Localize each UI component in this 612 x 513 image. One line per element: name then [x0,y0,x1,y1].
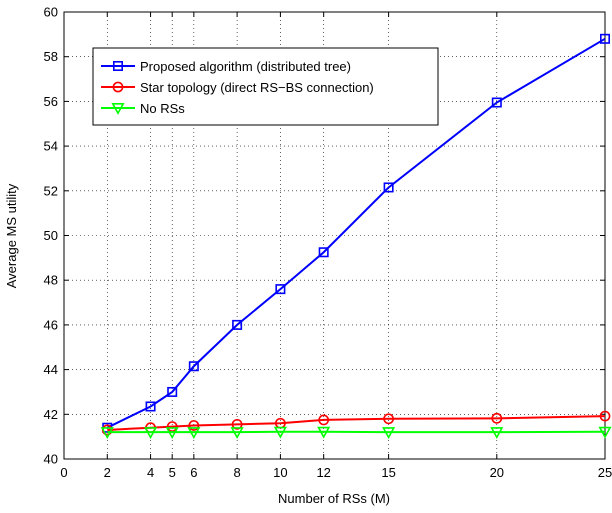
legend-item-star: Star topology (direct RS−BS connection) [101,80,374,95]
series-line-star [107,415,606,431]
series-line-proposed [106,37,606,429]
data-point-proposed [275,284,286,295]
legend-item-no-rss: No RSs [101,101,185,116]
x-tick-label: 12 [316,465,330,480]
data-point-no-rss [273,426,287,439]
y-axis-title: Average MS utility [4,183,19,288]
legend-symbol-no-rss [101,103,135,115]
data-point-proposed [145,401,156,412]
data-point-no-rss [490,427,504,440]
data-point-no-rss [317,426,331,439]
x-tick-label: 15 [381,465,395,480]
legend-marker-no-rss [111,103,125,115]
x-tick-label: 20 [490,465,504,480]
data-point-star [318,414,330,426]
x-tick-label: 10 [273,465,287,480]
data-point-proposed [318,247,329,258]
y-tick-label: 50 [44,228,58,243]
x-axis-title: Number of RSs (M) [278,491,390,506]
data-point-proposed [383,182,394,193]
series-no-rss [100,426,612,440]
x-tick-label: 2 [104,465,111,480]
y-tick-label: 40 [44,452,58,467]
data-point-proposed [491,97,502,108]
series-group [100,33,612,440]
x-tick-label: 4 [147,465,154,480]
legend-marker-star [112,81,124,93]
data-point-no-rss [382,427,396,440]
legend: Proposed algorithm (distributed tree) St… [92,47,439,126]
y-tick-label: 48 [44,273,58,288]
y-tick-label: 60 [44,5,58,20]
y-tick-label: 42 [44,407,58,422]
data-point-star [231,418,243,430]
data-point-star [383,413,394,425]
legend-symbol-star [101,81,135,93]
data-point-no-rss [598,426,612,439]
data-point-no-rss [187,427,201,440]
x-tick-label: 8 [234,465,241,480]
data-point-proposed [232,319,243,330]
data-point-proposed [167,386,178,397]
grid [64,12,605,459]
data-point-no-rss [144,427,158,440]
data-point-no-rss [165,427,179,440]
y-tick-label: 54 [44,139,58,154]
y-tick-label: 58 [44,49,58,64]
x-tick-label: 6 [190,465,197,480]
y-tick-label: 46 [44,317,58,332]
y-tick-label: 44 [44,362,58,377]
data-point-no-rss [100,427,114,440]
data-point-proposed [188,361,199,372]
x-tick-label: 25 [598,465,612,480]
y-tick-label: 56 [44,94,58,109]
legend-label-no-rss: No RSs [140,101,185,116]
legend-label-proposed: Proposed algorithm (distributed tree) [140,59,351,74]
legend-item-proposed: Proposed algorithm (distributed tree) [101,59,351,74]
legend-box [92,47,439,126]
data-point-no-rss [230,427,244,440]
legend-marker-proposed [113,60,124,71]
data-point-proposed [599,33,610,44]
y-tick-label: 52 [44,183,58,198]
data-point-star [491,412,503,424]
x-tick-label: 5 [169,465,176,480]
data-point-star [599,410,611,422]
legend-label-star: Star topology (direct RS−BS connection) [140,80,374,95]
legend-symbol-proposed [101,60,135,71]
x-tick-label: 0 [60,465,67,480]
series-proposed [102,33,610,433]
data-point-star [188,420,200,431]
